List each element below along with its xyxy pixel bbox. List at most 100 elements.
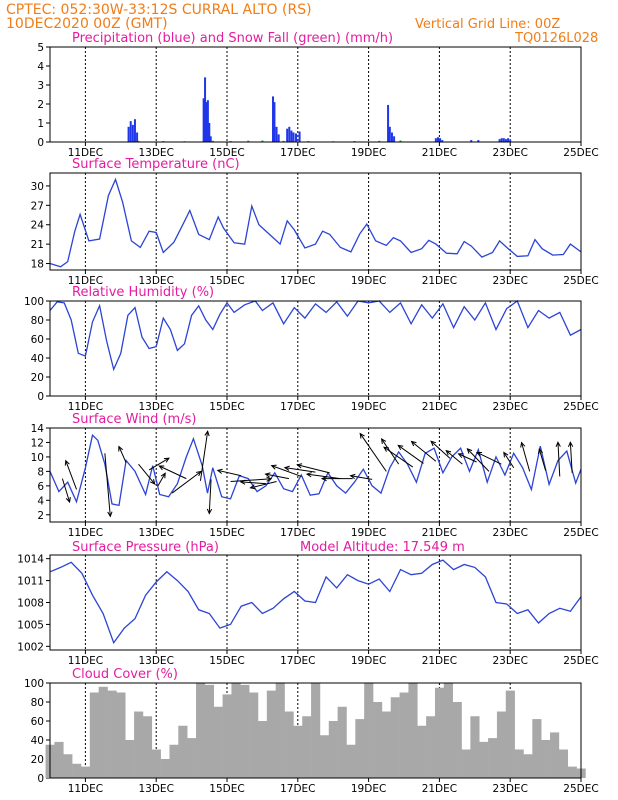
cloud-x-tick-label: 23DEC <box>492 783 527 795</box>
header-run-time: 10DEC2020 00Z (GMT) <box>6 16 168 32</box>
precip-bar <box>277 134 280 142</box>
wind-arrow-shaft <box>383 446 414 468</box>
wind-arrow-head <box>397 444 404 451</box>
cloud-cover-bar <box>373 702 383 778</box>
humidity-y-tick-label: 100 <box>24 296 44 308</box>
cloud-cover-bar <box>470 716 480 778</box>
cloud-cover-bar <box>567 766 577 778</box>
cloud-cover-bar <box>390 697 400 778</box>
precip-bar <box>470 140 473 142</box>
pressure-panel: 11DEC 13DEC 15DEC 17DEC 19DEC 21DEC 23DEC 25DEC… <box>17 554 598 667</box>
wind-arrow-head <box>466 448 473 454</box>
precip-bar <box>434 138 437 142</box>
cloud-cover-bar <box>381 711 392 778</box>
precip-x-tick-label: 11DEC <box>68 147 103 159</box>
precip-bar <box>441 140 444 142</box>
temperature-panel: 11DEC 13DEC 15DEC 17DEC 19DEC 21DEC 23DEC 25DEC… <box>31 172 599 287</box>
wind-arrow-head <box>430 440 437 447</box>
temperature-y-tick-label: 30 <box>31 181 44 193</box>
precip-bar <box>133 119 136 142</box>
precip-x-tick-label: 15DEC <box>209 147 244 159</box>
pressure-x-tick-label: 15DEC <box>209 655 244 667</box>
wind-arrow-shaft <box>411 441 437 462</box>
wind-arrow-head <box>158 465 165 471</box>
precip-bar <box>208 123 211 142</box>
wind-arrow-head <box>64 459 70 466</box>
wind-arrow-head <box>65 496 71 504</box>
cloud-cover-bar <box>550 732 560 778</box>
wind-arrow-shaft <box>217 469 242 477</box>
cloud-cover-bar <box>54 741 64 778</box>
cloud-cover-bar <box>266 690 276 778</box>
cloud-cover-bar <box>178 725 188 778</box>
precip-bar <box>202 98 205 142</box>
precip-bar <box>292 132 295 142</box>
wind-arrow-shaft <box>199 431 209 481</box>
precip-bar <box>127 126 130 142</box>
cloud-cover-bar <box>204 684 215 778</box>
pressure-x-tick-label: 19DEC <box>351 655 386 667</box>
temperature-y-tick-label: 27 <box>31 200 44 212</box>
cloud-cover-bar <box>319 735 330 778</box>
precip-x-tick-label: 23DEC <box>492 147 527 159</box>
wind-arrow-shaft <box>240 481 266 485</box>
precip-bar <box>205 102 208 142</box>
precip-y-tick-label: 0 <box>37 137 44 149</box>
cloud-y-tick-label: 0 <box>37 773 44 785</box>
cloud-cover-bar <box>240 684 250 778</box>
cloud-cover-bar <box>311 683 321 778</box>
humidity-x-tick-label: 11DEC <box>68 401 103 413</box>
wind-arrow-head <box>296 463 303 469</box>
precip-bar <box>206 100 209 142</box>
cloud-cover-bar <box>479 741 489 778</box>
wind-arrow-head <box>264 472 271 478</box>
wind-arrow-head <box>204 430 210 437</box>
pressure-y-tick-label: 1011 <box>17 576 44 588</box>
cloud-frame <box>49 682 582 779</box>
cloud-cover-bar <box>443 683 453 778</box>
pressure-y-tick-label: 1014 <box>17 554 44 566</box>
precip-bar <box>436 137 439 142</box>
wind-arrow-shaft <box>521 442 531 472</box>
humidity-y-tick-label: 20 <box>31 372 44 384</box>
precip-bar <box>388 126 391 142</box>
pressure-x-tick-label: 17DEC <box>280 655 315 667</box>
precip-bar <box>204 77 207 142</box>
precip-bar <box>288 126 291 142</box>
temperature-x-tick-label: 25DEC <box>563 275 598 287</box>
cloud-title: Cloud Cover (%) <box>72 667 178 682</box>
temperature-line <box>49 177 582 268</box>
wind-arrow-head <box>163 457 170 463</box>
precip-bar <box>500 138 503 142</box>
wind-arrow-head <box>149 478 156 485</box>
wind-x-tick-label: 11DEC <box>68 527 103 539</box>
precip-x-tick-label: 21DEC <box>422 147 457 159</box>
precip-bar <box>286 128 289 142</box>
wind-frame <box>49 427 582 523</box>
wind-arrow-shaft <box>297 464 330 474</box>
wind-arrow-shaft <box>284 467 316 473</box>
wind-arrow-shaft <box>159 465 187 480</box>
wind-arrow-shaft <box>430 440 451 459</box>
wind-y-tick-label: 2 <box>37 510 44 522</box>
humidity-x-tick-label: 13DEC <box>138 401 173 413</box>
precip-x-tick-label: 17DEC <box>280 147 315 159</box>
wind-arrow-head <box>537 447 544 455</box>
cloud-cover-bar <box>337 706 347 778</box>
wind-arrow-shaft <box>503 452 515 469</box>
wind-arrow-head <box>206 508 213 515</box>
cloud-cover-bar <box>125 740 135 778</box>
wind-arrow-shaft <box>208 479 212 514</box>
wind-panel: 11DEC 13DEC 15DEC 17DEC 19DEC 21DEC 23DEC 25DEC… <box>31 423 599 539</box>
temperature-x-tick-label: 15DEC <box>209 275 244 287</box>
wind-arrow-head <box>383 446 390 452</box>
wind-title: Surface Wind (m/s) <box>72 412 196 427</box>
cloud-cover-bar <box>558 749 569 778</box>
wind-arrow-head <box>160 472 166 479</box>
cloud-cover-bar <box>284 711 294 778</box>
humidity-x-tick-label: 23DEC <box>492 401 527 413</box>
cloud-cover-bar <box>434 687 445 778</box>
wind-arrow-shaft <box>61 478 71 503</box>
cloud-x-tick-label: 17DEC <box>280 783 315 795</box>
wind-arrow-head <box>555 441 561 448</box>
